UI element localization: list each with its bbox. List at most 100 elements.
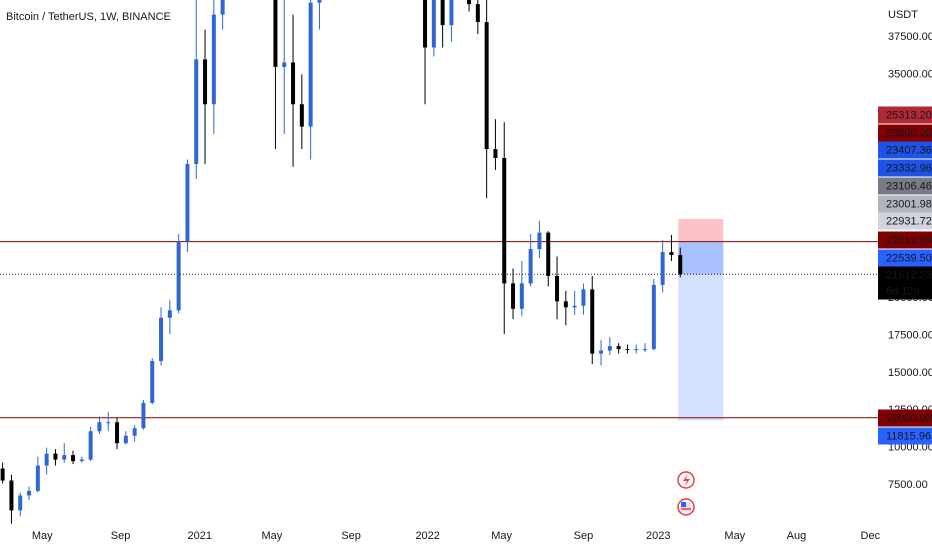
candle-body xyxy=(431,0,436,48)
candle-body xyxy=(167,310,172,318)
candle-body xyxy=(449,0,454,26)
price-tag-label: 23106.46 xyxy=(886,180,932,192)
open-pnl-zone xyxy=(678,241,724,275)
candle-body xyxy=(115,422,120,444)
candle-body xyxy=(581,289,586,306)
x-tick-label: Sep xyxy=(341,530,361,542)
candle-body xyxy=(678,255,683,275)
candle-body xyxy=(282,62,287,67)
candle-body xyxy=(546,232,551,276)
candle-body xyxy=(194,59,199,164)
candle-body xyxy=(440,0,445,26)
candle-body xyxy=(643,349,648,351)
price-tag-label: 6d 12h xyxy=(886,285,920,297)
x-tick-label: 2023 xyxy=(646,530,670,542)
x-tick-label: May xyxy=(491,530,512,542)
price-tag-label: 23001.98 xyxy=(886,198,932,210)
candle-body xyxy=(607,346,612,351)
price-tag-label: 23332.96 xyxy=(886,162,932,174)
price-tag-label: 22812.99 xyxy=(886,234,932,246)
candle-body xyxy=(511,283,516,309)
x-tick-label: Sep xyxy=(111,530,131,542)
x-tick-label: Aug xyxy=(787,530,807,542)
candle-body xyxy=(97,422,102,432)
price-tag xyxy=(878,177,932,195)
x-tick-label: 2021 xyxy=(188,530,212,542)
plot-area xyxy=(0,0,880,524)
price-tag xyxy=(878,141,932,159)
x-tick-label: 2022 xyxy=(415,530,439,542)
x-tick-label: Sep xyxy=(574,530,594,542)
candle-body xyxy=(519,283,524,309)
x-tick-label: May xyxy=(724,530,745,542)
stop-zone xyxy=(678,219,724,242)
candle-body xyxy=(590,289,595,354)
candle-body xyxy=(176,241,181,311)
price-tag xyxy=(878,282,932,300)
candle-body xyxy=(634,349,639,351)
price-tag-label: 25313.20 xyxy=(886,109,932,121)
price-tag-label: 22931.72 xyxy=(886,215,932,227)
candle-body xyxy=(563,301,568,308)
candle-body xyxy=(71,455,76,462)
candle-body xyxy=(299,104,304,127)
x-tick-label: Dec xyxy=(861,530,881,542)
candle-body xyxy=(79,459,84,462)
price-tag xyxy=(878,124,932,142)
event-icons xyxy=(677,471,695,516)
candle-body xyxy=(88,431,93,460)
y-tick-label: 35000.00 xyxy=(888,68,932,80)
candle-body xyxy=(123,435,128,444)
candle-body xyxy=(291,62,296,105)
candle-body xyxy=(572,305,577,308)
y-tick-label: 10000.00 xyxy=(888,442,932,454)
candle-body xyxy=(220,0,225,15)
price-tag-label: 23800.00 xyxy=(886,127,932,139)
y-tick-label: 7500.00 xyxy=(888,479,928,491)
candle-body xyxy=(616,346,621,350)
candle-body xyxy=(185,163,190,242)
price-tag xyxy=(878,266,932,284)
candle-body xyxy=(273,0,278,67)
candle-body xyxy=(106,422,111,424)
candle-body xyxy=(660,252,665,285)
candle-body xyxy=(9,480,14,511)
candle-body xyxy=(317,0,322,3)
price-tag xyxy=(878,231,932,249)
price-tag xyxy=(878,249,932,267)
candle-body xyxy=(651,284,656,350)
chart-title: Bitcoin / TetherUS, 1W, BINANCE xyxy=(6,11,171,23)
candle-body xyxy=(35,465,40,491)
price-tag-label: 22539.50 xyxy=(886,252,932,264)
currency-label: USDT xyxy=(888,9,918,21)
candle-body xyxy=(18,495,23,511)
candle-body xyxy=(150,361,155,403)
x-tick-label: May xyxy=(262,530,283,542)
candle-body xyxy=(141,402,146,429)
price-tag-label: 11815.96 xyxy=(886,430,931,442)
y-tick-label: 15000.00 xyxy=(888,367,932,379)
price-tag-label: 21612.23 xyxy=(886,269,932,281)
lightning-icon xyxy=(683,474,690,487)
flag-canton xyxy=(681,502,686,507)
y-tick-label: 17500.00 xyxy=(888,330,932,342)
candle-body xyxy=(211,14,216,105)
price-tag xyxy=(878,159,932,177)
candle-body xyxy=(467,0,472,5)
candle-body xyxy=(27,490,32,496)
candle-body xyxy=(159,317,164,362)
candle-body xyxy=(203,59,208,105)
candle-body xyxy=(502,157,507,284)
candle-body xyxy=(62,455,67,460)
candle-body xyxy=(475,4,480,23)
candle-body xyxy=(625,349,630,351)
price-tag xyxy=(878,195,932,213)
price-tag-label: 23407.36 xyxy=(886,144,932,156)
candle-body xyxy=(484,22,489,150)
candle-body xyxy=(0,468,5,481)
candle-body xyxy=(669,252,674,256)
candle-body xyxy=(493,149,498,158)
candle-body xyxy=(537,232,542,250)
candle-body xyxy=(53,453,58,460)
axes: 7500.0010000.0012500.0015000.0017500.002… xyxy=(32,31,932,542)
